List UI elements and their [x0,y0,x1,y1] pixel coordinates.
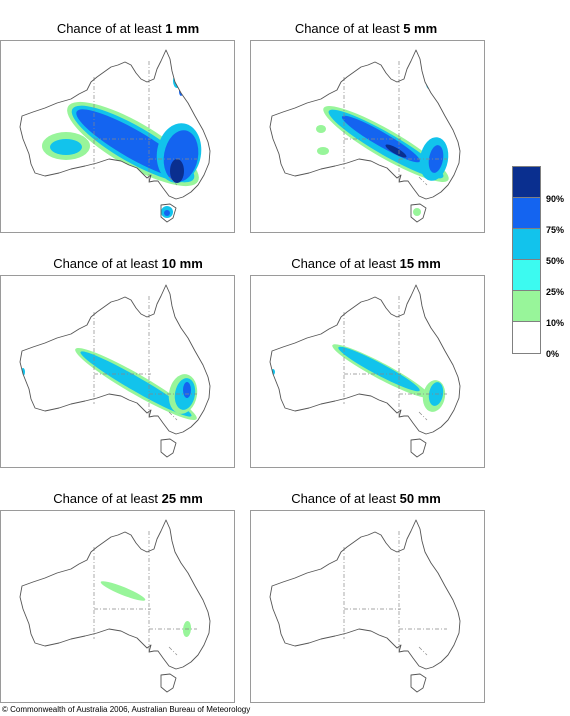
panel-title-50mm: Chance of at least 50 mm [291,491,441,506]
australia-map-svg [19,284,211,458]
shading-band-green [100,581,146,601]
state-borders [343,296,447,421]
tasmania-coastline [160,673,177,693]
legend-swatch-90 [513,167,540,198]
mainland-coastline [19,49,211,200]
shading-tas-green [413,208,421,216]
shading-band-cyan [338,346,420,392]
australia-map-svg [269,519,461,693]
legend-label-10: 10% [546,318,565,328]
tasmania-coastline [410,673,427,693]
tasmania-coastline [160,438,177,458]
probability-shading [21,347,198,421]
legend-swatch-0 [513,322,540,353]
panel-title-10mm: Chance of at least 10 mm [53,256,203,271]
legend-colorbar [512,166,541,354]
legend-swatch-10 [513,291,540,322]
probability-shading [271,344,446,412]
tasmania-coastline [410,203,427,223]
shading-band-dark [385,144,407,158]
panel-title-5mm: Chance of at least 5 mm [294,21,438,36]
tasmania-coastline [410,438,427,458]
panel-title-1mm: Chance of at least 1 mm [56,21,200,36]
probability-shading [100,581,192,637]
shading-se-blue [183,382,191,398]
map-50mm [250,510,485,703]
state-borders [93,296,197,421]
legend-label-25: 25% [546,287,565,297]
mainland-coastline [19,284,211,435]
australia-map-svg [269,49,461,223]
panel-title-15mm: Chance of at least 15 mm [291,256,441,271]
shading-se-dark [170,159,184,183]
legend-swatch-50 [513,229,540,260]
map-1mm [0,40,235,233]
legend-label-90: 90% [546,194,565,204]
shading-wa-green-1 [316,125,326,133]
legend-swatch-25 [513,260,540,291]
map-5mm [250,40,485,233]
mainland-coastline [269,284,461,435]
state-borders [343,531,447,656]
shading-band-cyan [80,351,192,417]
legend-label-75: 75% [546,225,565,235]
legend-label-50: 50% [546,256,565,266]
shading-tas-blue [164,210,170,216]
australia-map-svg [19,519,211,693]
shading-qld-cyan [426,77,432,89]
map-10mm [0,275,235,468]
state-borders [93,61,197,186]
map-15mm [250,275,485,468]
australia-map-svg [19,49,211,223]
mainland-coastline [269,49,461,200]
mainland-coastline [269,519,461,670]
shading-wa-green-2 [317,147,329,155]
australia-map-svg [269,284,461,458]
state-borders [93,531,197,656]
legend-swatch-75 [513,198,540,229]
mainland-coastline [19,519,211,670]
panel-title-25mm: Chance of at least 25 mm [53,491,203,506]
probability-shading [42,74,202,218]
copyright-footer: © Commonwealth of Australia 2006, Austra… [2,705,251,714]
shading-wa-cyan [50,139,82,155]
tasmania-coastline [160,203,177,223]
state-borders [343,61,447,186]
map-25mm [0,510,235,703]
legend-label-0: 0% [546,349,560,359]
